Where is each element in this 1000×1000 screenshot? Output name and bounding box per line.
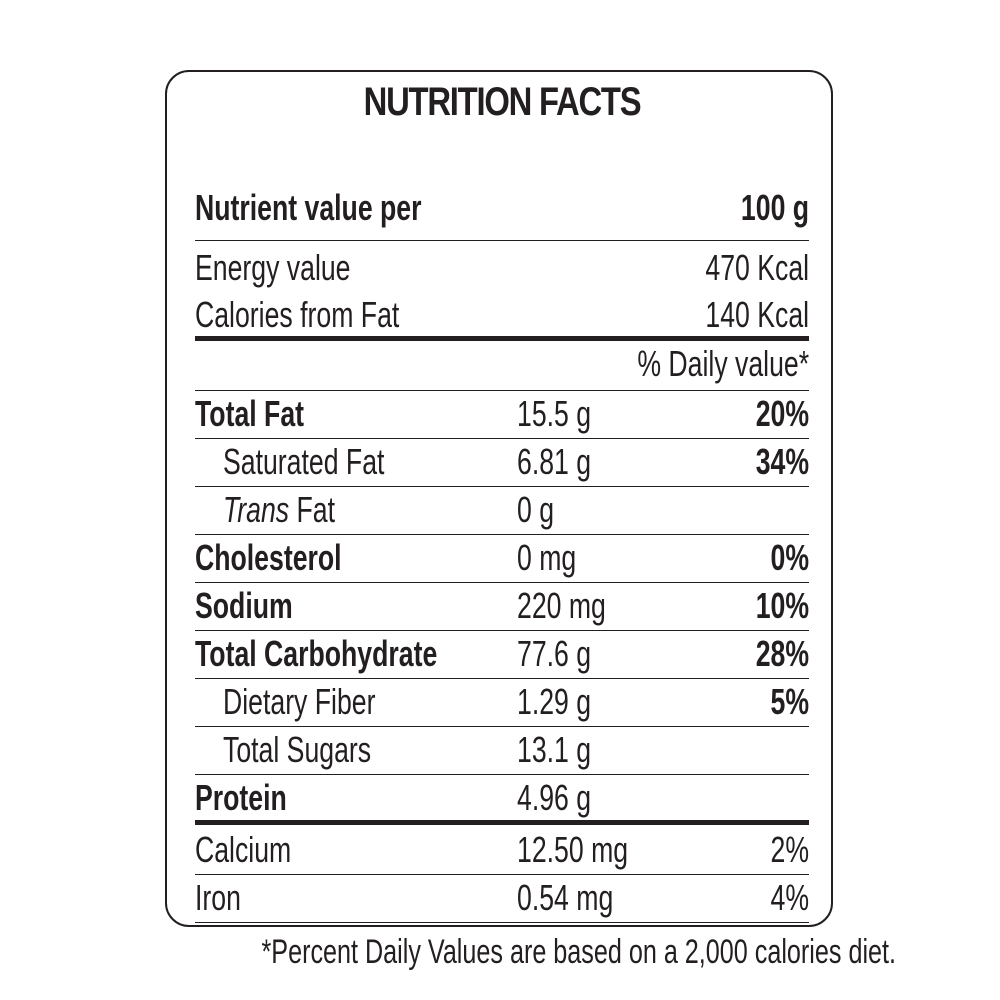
nutrient-row-dietary-fiber: Dietary Fiber 1.29 g 5% — [195, 678, 809, 726]
nutrient-amount: 220 mg — [517, 585, 606, 626]
nutrient-daily-value: 2% — [770, 829, 809, 870]
daily-value-header-row: % Daily value* — [195, 340, 809, 388]
nutrient-daily-value: 5% — [770, 681, 809, 722]
nutrient-name: Calcium — [195, 829, 292, 870]
thick-divider — [195, 820, 809, 825]
nutrient-name: Iron — [195, 877, 241, 918]
nutrient-row-saturated-fat: Saturated Fat 6.81 g 34% — [195, 438, 809, 486]
divider — [195, 922, 809, 924]
nutrient-row-protein: Protein 4.96 g — [195, 774, 809, 822]
nutrient-name-rest: Fat — [289, 489, 336, 530]
nutrient-row-calcium: Calcium 12.50 mg 2% — [195, 826, 809, 874]
nutrient-amount: 0.54 mg — [517, 877, 614, 918]
energy-value: 470 Kcal — [705, 247, 809, 288]
nutrient-daily-value: 10% — [755, 585, 809, 626]
nutrient-name: Total Carbohydrate — [195, 633, 438, 674]
nutrient-row-cholesterol: Cholesterol 0 mg 0% — [195, 534, 809, 582]
nutrient-row-total-sugars: Total Sugars 13.1 g — [195, 726, 809, 774]
nutrient-row-trans-fat: Trans Fat 0 g — [195, 486, 809, 534]
divider — [195, 726, 809, 728]
nutrient-daily-value: 20% — [755, 393, 809, 434]
nutrient-name-italic: Trans — [223, 489, 290, 530]
nutrient-daily-value: 4% — [770, 877, 809, 918]
divider — [195, 438, 809, 440]
nutrition-facts-label: NUTRITION FACTS Nutrient value per 100 g… — [165, 70, 896, 971]
nutrient-amount: 77.6 g — [517, 633, 592, 674]
nutrient-name: Saturated Fat — [223, 441, 385, 482]
divider — [195, 774, 809, 776]
daily-value-header: % Daily value* — [637, 343, 809, 384]
divider — [195, 678, 809, 680]
nutrient-row-sodium: Sodium 220 mg 10% — [195, 582, 809, 630]
nutrient-row-total-carbohydrate: Total Carbohydrate 77.6 g 28% — [195, 630, 809, 678]
nutrient-daily-value: 34% — [755, 441, 809, 482]
nutrient-name: Dietary Fiber — [223, 681, 376, 722]
energy-label: Energy value — [195, 247, 351, 288]
nutrient-name: Trans Fat — [223, 486, 335, 534]
serving-label: Nutrient value per — [195, 187, 422, 228]
energy-row: Energy value 470 Kcal — [195, 244, 809, 292]
nutrient-name: Total Fat — [195, 393, 305, 434]
calories-from-fat-row: Calories from Fat 140 Kcal — [195, 291, 809, 339]
nutrient-amount: 0 g — [517, 489, 555, 530]
calories-from-fat-label: Calories from Fat — [195, 294, 400, 335]
nutrient-name: Cholesterol — [195, 537, 342, 578]
nutrient-amount: 12.50 mg — [517, 829, 629, 870]
label-title: NUTRITION FACTS — [363, 80, 642, 124]
divider — [195, 582, 809, 584]
nutrient-row-total-fat: Total Fat 15.5 g 20% — [195, 390, 809, 438]
divider — [195, 630, 809, 632]
nutrient-amount: 1.29 g — [517, 681, 592, 722]
serving-value: 100 g — [740, 187, 809, 228]
nutrient-name: Sodium — [195, 585, 293, 626]
nutrient-amount: 6.81 g — [517, 441, 592, 482]
nutrient-amount: 4.96 g — [517, 777, 592, 818]
calories-from-fat-value: 140 Kcal — [705, 294, 809, 335]
footnote: *Percent Daily Values are based on a 2,0… — [261, 933, 897, 971]
nutrient-amount: 15.5 g — [517, 393, 592, 434]
nutrient-daily-value: 28% — [755, 633, 809, 674]
nutrient-name: Protein — [195, 777, 287, 818]
nutrient-name: Total Sugars — [223, 729, 372, 770]
nutrient-daily-value: 0% — [770, 537, 809, 578]
divider — [195, 486, 809, 488]
divider — [195, 534, 809, 536]
serving-row: Nutrient value per 100 g — [195, 184, 809, 232]
thick-divider — [195, 336, 809, 341]
nutrient-row-iron: Iron 0.54 mg 4% — [195, 874, 809, 922]
divider — [195, 390, 809, 392]
nutrient-amount: 0 mg — [517, 537, 577, 578]
nutrient-amount: 13.1 g — [517, 729, 592, 770]
divider — [195, 874, 809, 876]
divider — [195, 240, 809, 242]
